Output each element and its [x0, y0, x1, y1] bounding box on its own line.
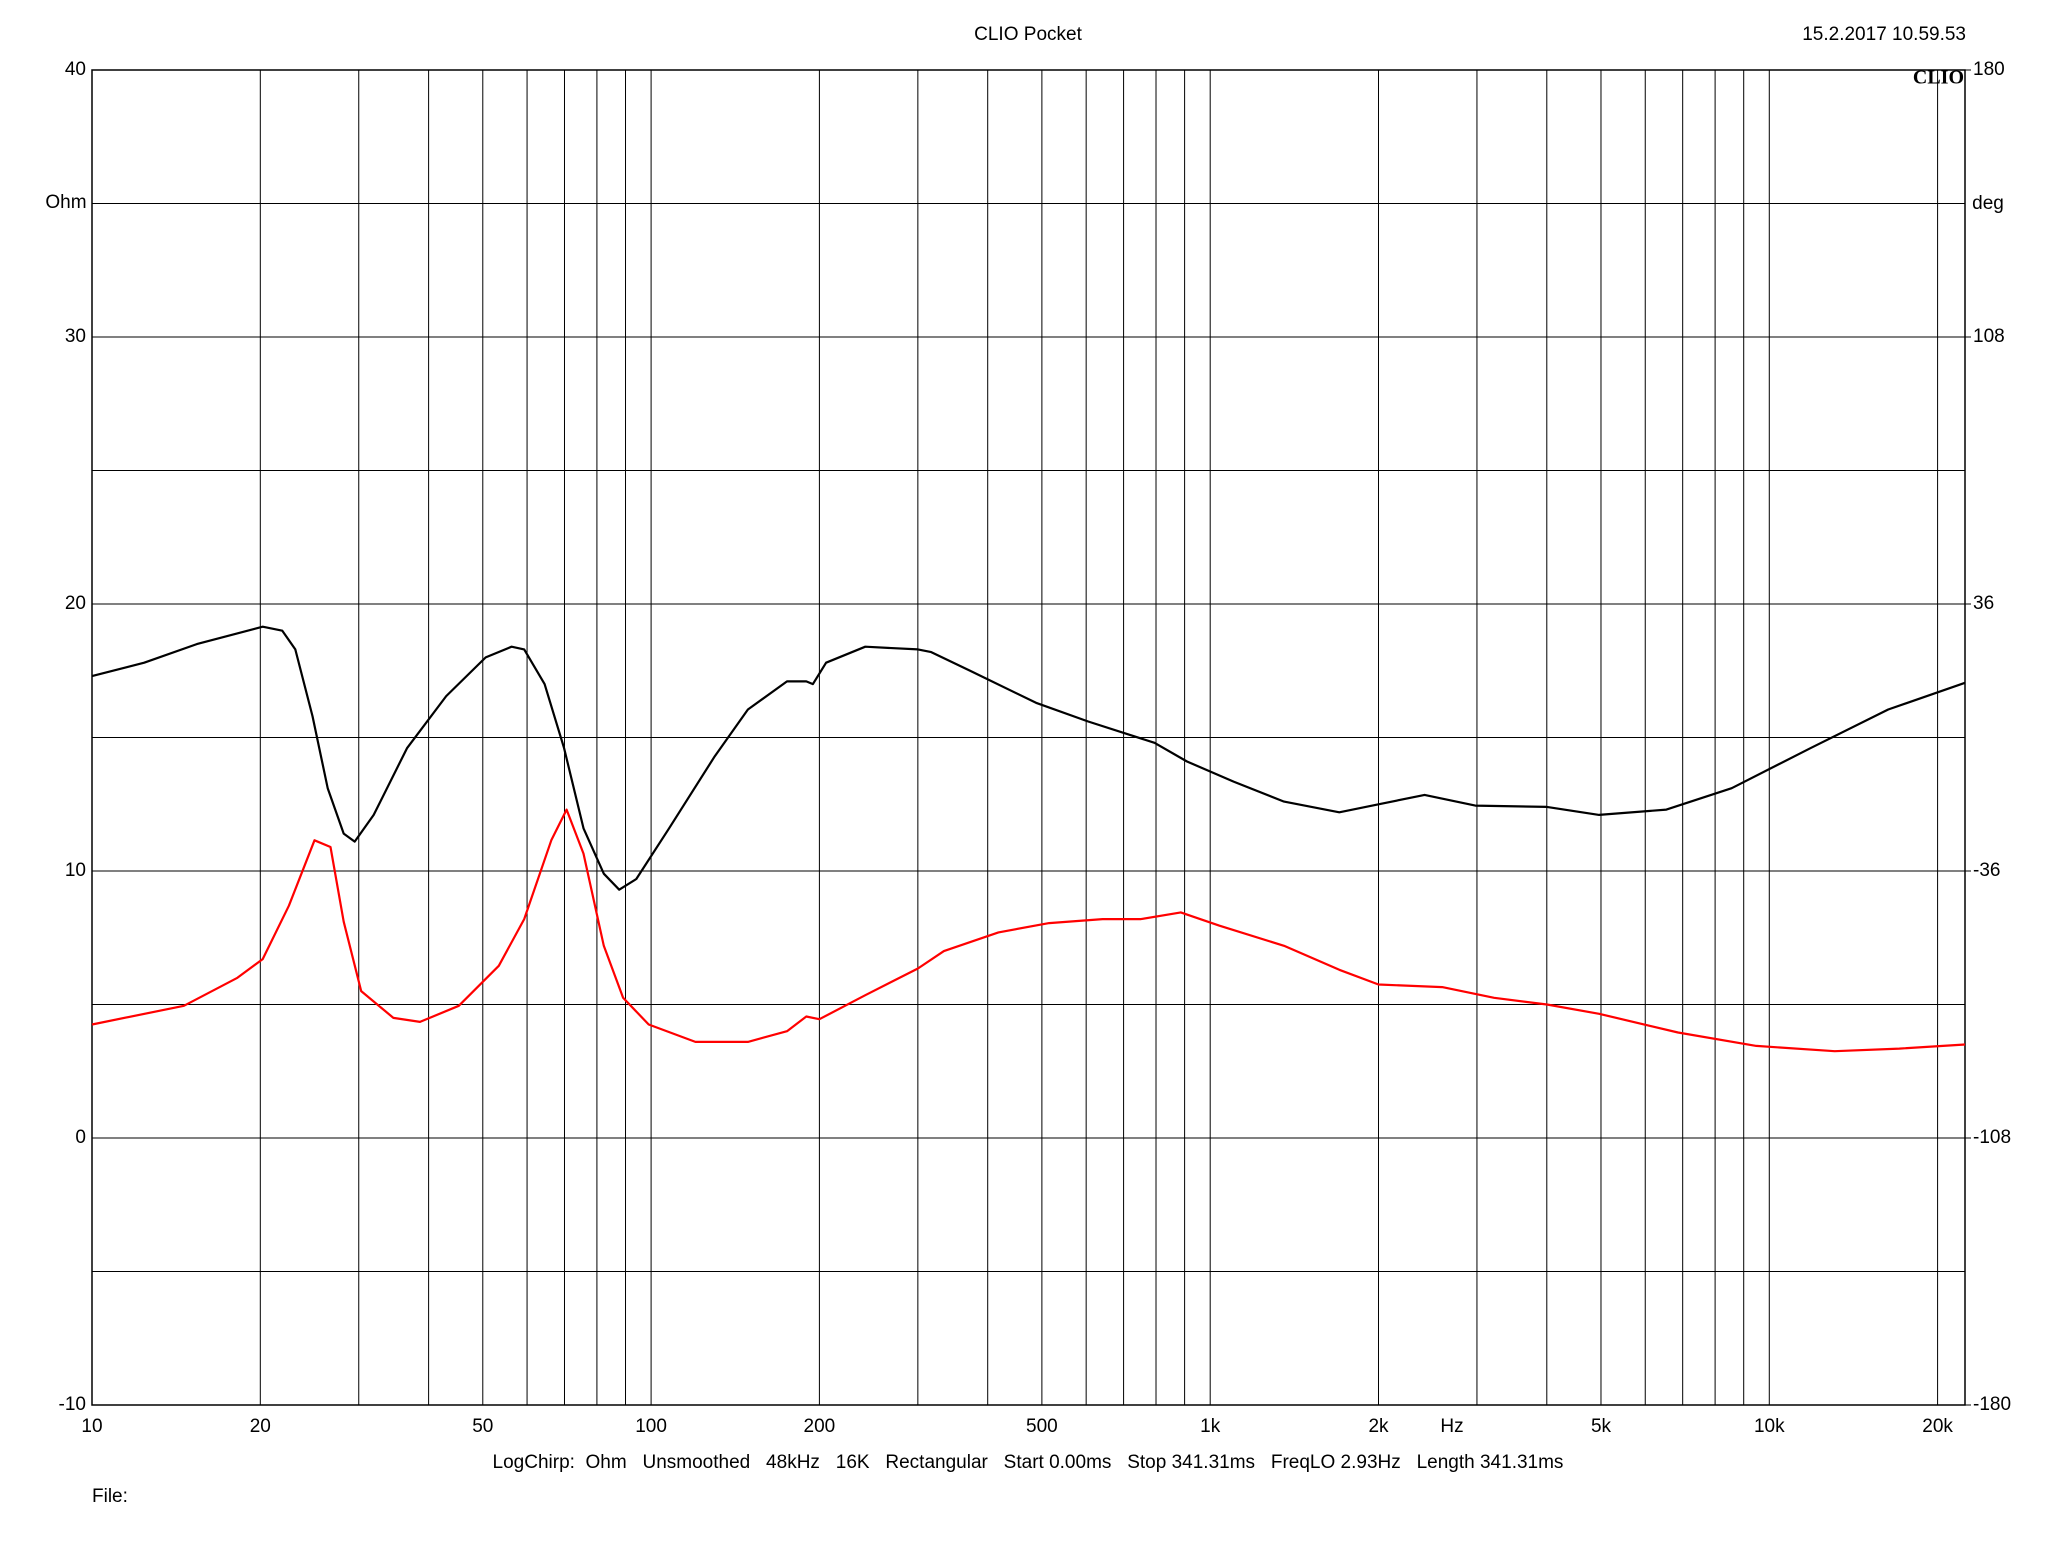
y2-tick-label: 36: [1973, 593, 1994, 614]
x-tick-label: 1k: [1200, 1416, 1221, 1437]
y-tick-label: -10: [59, 1394, 86, 1415]
file-label: File:: [92, 1486, 128, 1507]
y-tick-label: 40: [65, 59, 86, 80]
y2-tick-label: -108: [1973, 1127, 2011, 1148]
series-line: [91, 625, 1966, 891]
y2-tick-label: -180: [1973, 1394, 2011, 1415]
y-axis-label: Ohm: [45, 192, 86, 213]
y-tick-label: 0: [75, 1127, 86, 1148]
y-tick-label: 20: [65, 593, 86, 614]
x-tick-label: 5k: [1591, 1416, 1612, 1437]
x-tick-label: 20k: [1922, 1416, 1953, 1437]
x-tick-label: 50: [472, 1416, 493, 1437]
y2-tick-label: -36: [1973, 860, 2000, 881]
x-tick-label: 20: [250, 1416, 271, 1437]
y-tick-label: 10: [65, 860, 86, 881]
y2-tick-label: 108: [1973, 326, 2005, 347]
x-tick-label: 10k: [1754, 1416, 1785, 1437]
x-tick-label: 500: [1026, 1416, 1058, 1437]
y2-axis-label: deg: [1972, 193, 2004, 214]
footer: LogChirp: Ohm Unsmoothed 48kHz 16K Recta…: [493, 1452, 1564, 1473]
x-tick-label: 2k: [1368, 1416, 1389, 1437]
x-tick-label: 100: [635, 1416, 667, 1437]
y2-tick-label: 180: [1973, 59, 2005, 80]
chart-title: CLIO Pocket: [974, 24, 1082, 45]
plot-frame: [91, 69, 1966, 1406]
timestamp: 15.2.2017 10.59.53: [1802, 24, 1966, 45]
logo: CLIO: [1913, 67, 1964, 89]
x-tick-label: 200: [804, 1416, 836, 1437]
x-tick-label: 10: [81, 1416, 102, 1437]
x-axis-label: Hz: [1440, 1416, 1463, 1437]
series-line: [91, 808, 1966, 1053]
y-tick-label: 30: [65, 326, 86, 347]
